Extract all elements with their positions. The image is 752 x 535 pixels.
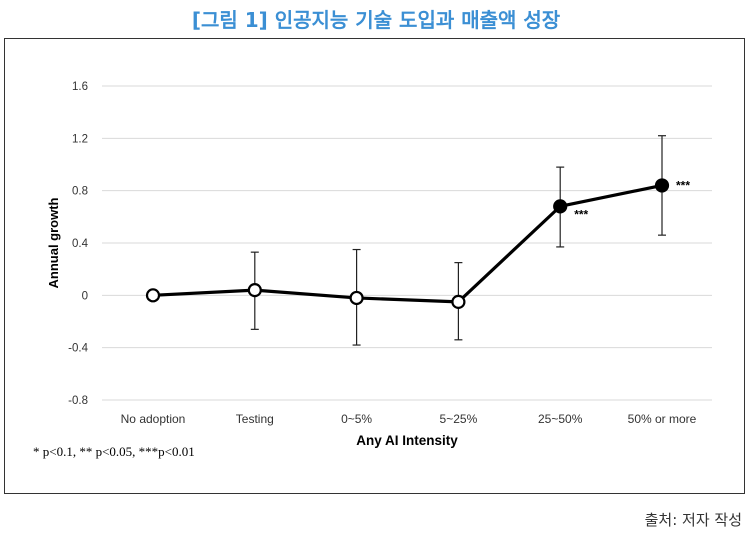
x-tick-label: No adoption — [121, 412, 186, 426]
significance-labels: *** *** — [574, 178, 690, 221]
y-tick-labels: 1.6 1.2 0.8 0.4 0 -0.4 -0.8 — [68, 81, 88, 407]
gridlines — [102, 85, 712, 401]
x-tick-labels: No adoption Testing 0~5% 5~25% 25~50% 50% or … — [121, 412, 697, 426]
y-tick-label: -0.8 — [68, 395, 88, 407]
x-tick-label: 50% or more — [628, 412, 697, 426]
y-tick-label: -0.4 — [68, 343, 88, 355]
x-axis-label: Any AI Intensity — [356, 433, 458, 448]
data-point-filled — [553, 199, 568, 214]
data-point-open — [451, 294, 466, 309]
chart-frame — [4, 38, 745, 494]
data-points — [145, 178, 670, 309]
y-tick-label: 0.4 — [72, 238, 89, 250]
significance-label: *** — [574, 207, 588, 221]
significance-footnote: * p<0.1, ** p<0.05, ***p<0.01 — [33, 444, 195, 459]
x-tick-label: 25~50% — [538, 412, 583, 426]
data-point-open — [247, 283, 262, 298]
source-note: 출처: 저자 작성 — [644, 511, 742, 529]
data-point-filled — [654, 178, 670, 193]
data-point-open — [145, 288, 161, 303]
y-tick-label: 1.2 — [72, 133, 88, 145]
series-line — [152, 183, 663, 304]
x-tick-label: 5~25% — [440, 412, 478, 426]
y-tick-label: 0 — [82, 290, 88, 302]
error-bars — [250, 135, 666, 346]
y-axis-label: Annual growth — [46, 197, 61, 288]
x-tick-label: 0~5% — [341, 412, 372, 426]
x-tick-label: Testing — [236, 412, 274, 426]
series-polyline — [152, 183, 663, 304]
y-tick-label: 1.6 — [72, 81, 88, 93]
y-tick-label: 0.8 — [72, 186, 88, 198]
figure-title: [그림 1] 인공지능 기술 도입과 매출액 성장 — [191, 8, 561, 32]
data-point-open — [349, 290, 364, 306]
significance-label: *** — [676, 178, 690, 192]
